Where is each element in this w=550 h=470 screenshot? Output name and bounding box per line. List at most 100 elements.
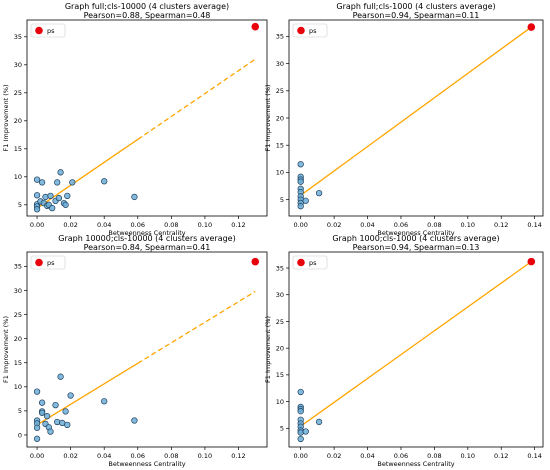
data-point (38, 179, 46, 186)
data-point (33, 206, 41, 213)
fit-line-extension (137, 290, 256, 364)
legend-marker (35, 26, 43, 35)
data-point (42, 193, 49, 201)
data-point (62, 408, 69, 415)
x-tick-label: 0.00 (30, 221, 44, 229)
data-point (55, 194, 63, 202)
y-tick-label: 20 (14, 117, 22, 125)
legend-label: ps (309, 27, 317, 35)
x-tick-label: 0.02 (327, 221, 341, 229)
x-tick-label: 0.12 (231, 452, 245, 460)
plot-area (288, 251, 544, 448)
x-tick-label: 0.06 (394, 452, 408, 460)
legend-marker (35, 258, 43, 267)
x-tick-label: 0.10 (461, 221, 475, 229)
y-tick-label: 15 (14, 145, 22, 153)
data-point (297, 203, 304, 210)
y-tick-label: 20 (276, 344, 284, 352)
data-point (57, 373, 64, 380)
y-tick-label: 35 (276, 33, 284, 41)
data-point (33, 176, 41, 183)
y-tick-label: 15 (276, 142, 284, 150)
x-tick-label: 0.06 (394, 221, 408, 229)
data-point (38, 399, 46, 406)
chart-title: Graph 1000;cls-1000 (4 clusters average) (332, 234, 499, 243)
x-tick-label: 0.08 (164, 221, 178, 229)
y-tick-label: 10 (276, 169, 284, 177)
legend: ps (292, 23, 328, 38)
x-tick-label: 0.10 (198, 221, 212, 229)
y-tick-label: 5 (280, 196, 284, 204)
x-axis-label: Betweenness Centrality (108, 229, 185, 237)
data-point (47, 428, 54, 435)
y-tick-label: 5 (18, 201, 22, 209)
data-point (302, 428, 309, 435)
data-point (297, 435, 304, 443)
data-point (57, 169, 64, 176)
x-tick-label: 0.12 (494, 221, 508, 229)
y-tick-label: 0 (18, 431, 22, 439)
legend: ps (30, 23, 66, 38)
data-point (38, 409, 46, 416)
x-tick-label: 0.02 (63, 452, 77, 460)
x-axis-label: Betweenness Centrality (377, 460, 454, 468)
data-point (101, 178, 108, 185)
chart-title: Graph full;cls-1000 (4 clusters average) (336, 2, 495, 11)
legend-marker (297, 258, 305, 267)
x-tick-label: 0.04 (97, 221, 111, 229)
y-tick-label: 30 (14, 287, 22, 295)
data-point (297, 178, 304, 185)
y-tick-label: 5 (280, 425, 284, 433)
y-tick-label: 10 (14, 383, 22, 391)
y-tick-label: 10 (14, 173, 22, 181)
y-tick-label: 15 (276, 371, 284, 379)
x-tick-label: 0.04 (97, 452, 111, 460)
legend-label: ps (47, 259, 55, 267)
data-point (297, 408, 304, 415)
y-tick-label: 20 (14, 335, 22, 343)
y-tick-label: 20 (276, 114, 284, 122)
y-tick-label: 5 (18, 407, 22, 415)
chart-panel-1: Graph full;cls-10000 (4 clusters average… (2, 2, 268, 237)
chart-subtitle: Pearson=0.94, Spearman=0.13 (353, 243, 480, 252)
x-tick-label: 0.12 (494, 452, 508, 460)
y-tick-label: 25 (276, 318, 284, 326)
x-tick-label: 0.10 (461, 452, 475, 460)
legend: ps (30, 255, 66, 270)
plot-area (26, 251, 268, 448)
data-point (52, 401, 59, 409)
data-point (101, 398, 108, 405)
legend: ps (292, 255, 328, 270)
y-tick-label: 30 (276, 291, 284, 299)
chart-subtitle: Pearson=0.88, Spearman=0.48 (84, 11, 211, 20)
legend-label: ps (47, 27, 55, 35)
x-tick-label: 0.12 (231, 221, 245, 229)
data-point (64, 192, 71, 199)
data-point (47, 192, 54, 199)
data-point (49, 205, 56, 212)
legend-label: ps (309, 259, 317, 267)
data-point (315, 418, 323, 426)
x-tick-label: 0.08 (164, 452, 178, 460)
fit-line (36, 362, 139, 426)
x-tick-label: 0.08 (427, 221, 441, 229)
data-point (43, 413, 51, 420)
chart-title: Graph 10000;cls-10000 (4 clusters averag… (58, 234, 235, 243)
plot-area (26, 19, 268, 217)
y-tick-label: 25 (14, 89, 22, 97)
y-tick-label: 15 (14, 359, 22, 367)
y-tick-label: 35 (14, 263, 22, 271)
highlight-point (251, 22, 260, 31)
highlight-point (527, 23, 536, 31)
x-tick-label: 0.14 (527, 452, 541, 460)
plot-area (288, 19, 544, 217)
y-tick-label: 35 (14, 33, 22, 41)
y-tick-label: 25 (14, 311, 22, 319)
chart-title: Graph full;cls-10000 (4 clusters average… (65, 2, 229, 11)
data-point (131, 417, 138, 424)
data-point (69, 179, 76, 186)
data-point (62, 201, 69, 208)
chart-panel-2: Graph full;cls-1000 (4 clusters average)… (264, 2, 544, 237)
x-tick-label: 0.08 (427, 452, 441, 460)
